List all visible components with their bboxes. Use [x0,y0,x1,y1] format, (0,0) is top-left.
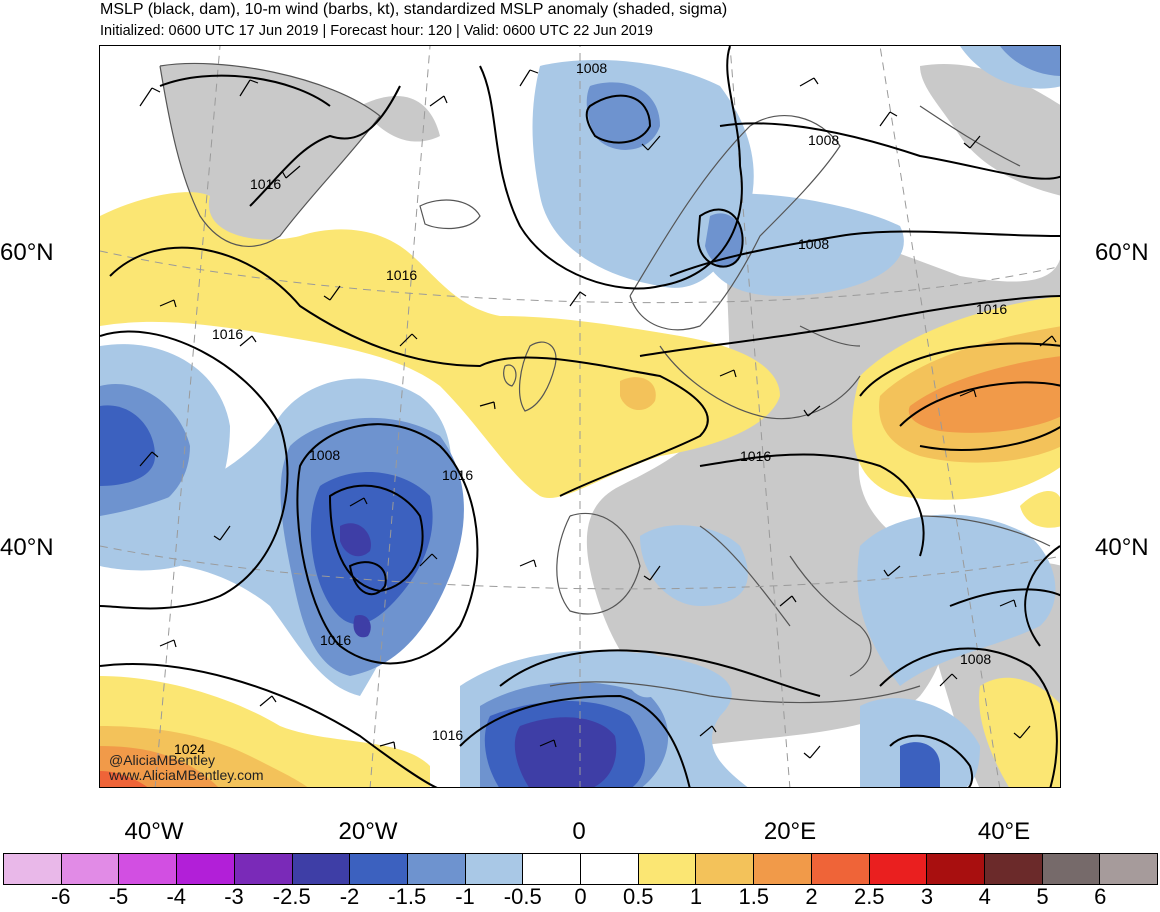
colorbar-swatch [1100,854,1158,884]
colorbar-swatch [523,854,582,884]
colorbar-tick-label: -6 [50,884,71,909]
contour-label: 1016 [320,632,352,648]
credit-site: www.AliciaMBentley.com [109,767,264,783]
colorbar-swatch [4,854,62,884]
contour-label: 1016 [432,727,464,743]
colorbar-tick-label: 0.5 [622,884,654,909]
colorbar-swatch [927,854,985,884]
map-panel: 1008 1016 1008 1016 1008 1016 1016 1008 … [99,45,1061,788]
colorbar-swatch [754,854,812,884]
colorbar-swatch [811,854,870,884]
colorbar-tick-label: -4 [166,884,187,909]
colorbar-tick-label: -2.5 [272,884,311,909]
lon-label-20e: 20°E [763,818,817,845]
contour-label: 1008 [309,447,341,463]
lon-label-0: 0 [572,818,586,845]
colorbar-tick-label: 1 [689,884,703,909]
lat-label-left-60: 60°N [0,239,54,266]
colorbar-swatch [465,854,524,884]
positive-anomaly-shading [100,192,1060,787]
colorbar-swatch [350,854,408,884]
colorbar-tick-label: 5 [1036,884,1049,909]
colorbar-tick-label: -5 [108,884,129,909]
colorbar-swatch [869,854,928,884]
contour-label: 1016 [442,467,474,483]
isobars [100,46,1060,787]
contour-label: 1008 [798,236,830,252]
contour-label: 1016 [976,301,1008,317]
lon-label-20w: 20°W [338,818,398,845]
colorbar-swatch [407,854,466,884]
colorbar-swatch [234,854,293,884]
contour-label: 1008 [576,60,608,76]
chart-title: MSLP (black, dam), 10-m wind (barbs, kt)… [100,1,728,18]
contour-label: 1024 [174,741,206,757]
colorbar-tick-label: -3 [224,884,244,909]
colorbar-swatch [984,854,1043,884]
lon-label-40e: 40°E [977,818,1031,845]
negative-anomaly-shading [100,46,1060,787]
colorbar-tick-label: 0 [574,884,587,909]
colorbar-tick-label: 3 [920,884,934,909]
colorbar-tick-label: -1.5 [388,884,427,909]
colorbar-swatch [177,854,235,884]
colorbar-tick-label: 2 [805,884,818,909]
colorbar-tick-label: 4 [978,884,991,909]
colorbar-swatch [638,854,697,884]
contour-label: 1008 [960,651,992,667]
lat-label-left-40: 40°N [0,534,54,561]
colorbar-tick-label: 1.5 [738,884,770,909]
colorbar-swatch [581,854,639,884]
lat-label-right-60: 60°N [1095,239,1149,266]
contour-label: 1008 [808,132,840,148]
contour-label: 1016 [740,448,772,464]
colorbar-tick-label: -0.5 [503,884,542,909]
map-canvas [100,46,1060,787]
colorbar-swatch [119,854,178,884]
contour-label: 1016 [212,326,244,342]
lat-label-right-40: 40°N [1095,534,1149,561]
credit-handle: @AliciaMBentley [109,752,216,768]
colorbar [3,853,1158,885]
colorbar-swatch [61,854,120,884]
lon-label-40w: 40°W [124,818,184,845]
coastlines [159,62,1051,704]
colorbar-tick-label: -2 [339,884,360,909]
colorbar-tick-label: 2.5 [853,884,885,909]
colorbar-swatch [292,854,351,884]
chart-subtitle: Initialized: 0600 UTC 17 Jun 2019 | Fore… [100,23,653,39]
colorbar-tick-label: -1 [455,884,475,909]
colorbar-tick-label: 6 [1094,884,1107,909]
contour-label: 1016 [250,176,282,192]
colorbar-swatch [696,854,755,884]
colorbar-swatch [1042,854,1101,884]
wind-barbs [139,69,1057,759]
contour-label: 1016 [386,267,418,283]
